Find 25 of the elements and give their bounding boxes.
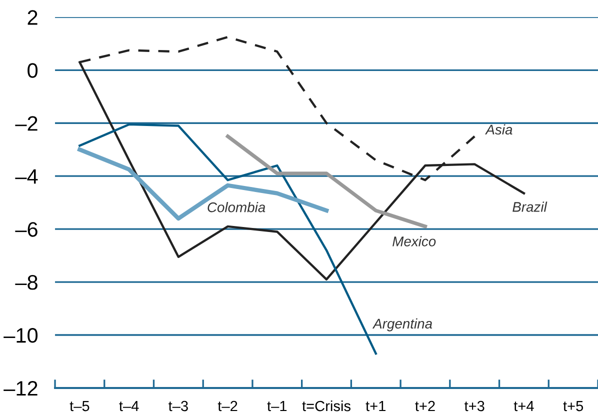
series-label: Colombia: [208, 202, 266, 212]
series-label: Brazil: [512, 202, 548, 212]
y-tick-label: –12: [4, 380, 38, 396]
y-tick-label: –2: [15, 116, 38, 131]
x-tick-label: t–5: [70, 401, 90, 412]
y-tick-label: 2: [28, 10, 38, 25]
series-label: Mexico: [392, 236, 436, 246]
series-label: Argentina: [372, 318, 432, 332]
y-tick-label: –6: [15, 222, 38, 237]
x-tick-label: t–4: [119, 401, 139, 412]
y-tick-label: –8: [15, 275, 38, 290]
x-tick-label: t–3: [168, 400, 188, 412]
x-tick-label: t+4: [514, 401, 534, 412]
x-tick-label: t+1: [366, 401, 386, 412]
y-tick-label: –10: [4, 328, 38, 343]
y-tick-label: 0: [28, 63, 38, 78]
y-tick-label: –4: [15, 169, 38, 184]
x-tick-label: t+5: [563, 401, 584, 412]
series-label: Asia: [485, 124, 512, 135]
x-tick-label: t–2: [218, 400, 238, 412]
x-tick-label: t–1: [267, 401, 287, 412]
x-tick-label: t+2: [415, 400, 435, 412]
x-tick-label: t+3: [464, 400, 484, 412]
line-series: [78, 148, 329, 221]
x-tick-label: t=Crisis: [302, 400, 350, 412]
